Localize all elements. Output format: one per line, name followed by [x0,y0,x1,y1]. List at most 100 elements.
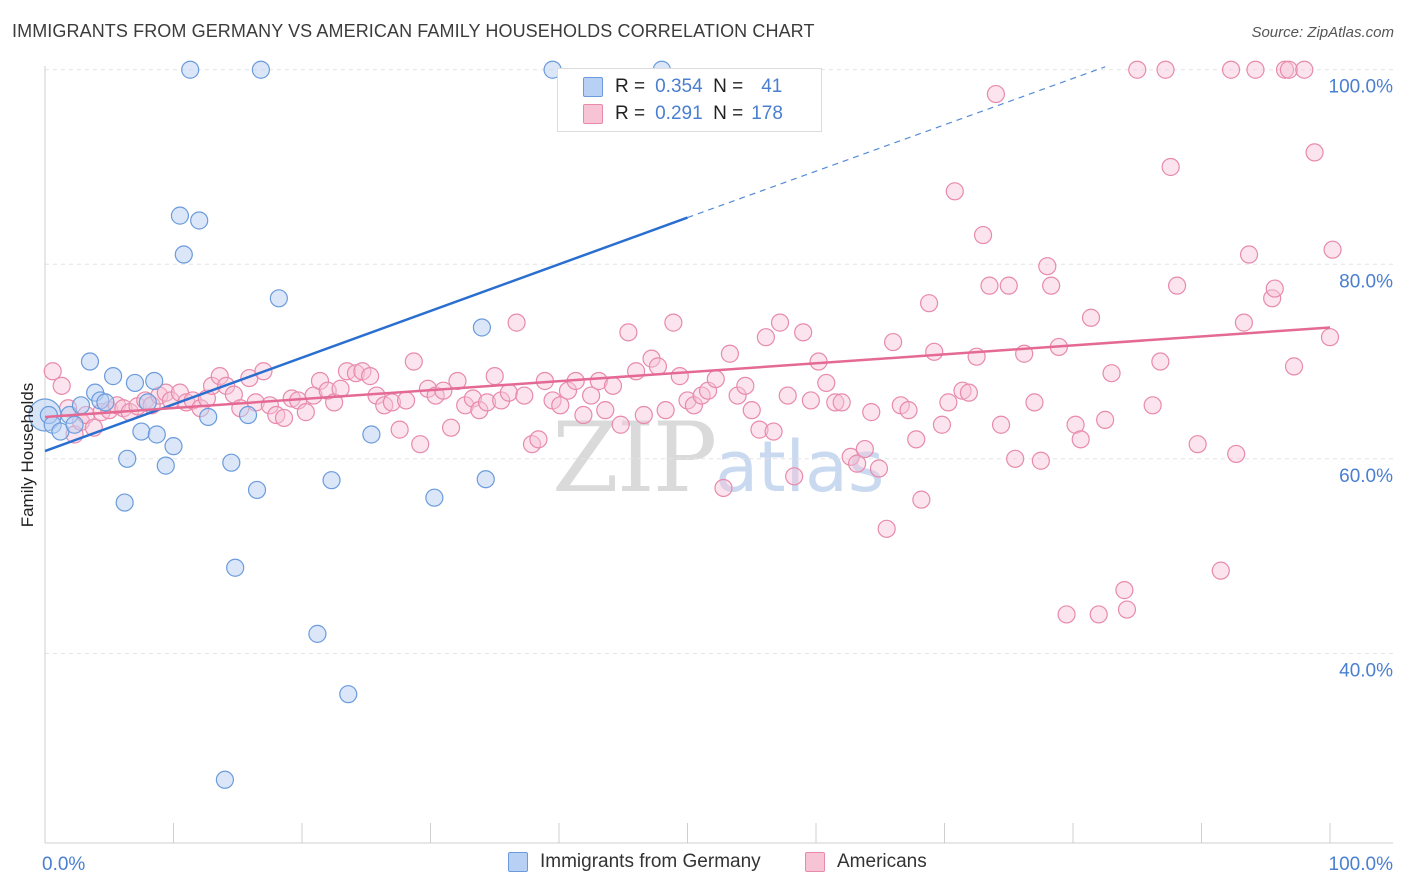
americans-point [1117,600,1137,619]
americans-point [656,401,675,420]
americans-point [1284,357,1304,376]
legend-r-label: R = [615,103,646,124]
americans-point [817,373,836,393]
americans-point [764,422,783,441]
americans-point [706,369,725,389]
x-tick-label-max: 100.0% [1329,854,1394,875]
americans-point [589,371,608,391]
bottom-legend-germany: Immigrants from Germany [508,851,761,873]
germany-point [96,393,115,412]
americans-point [1025,393,1044,412]
americans-point [611,415,630,434]
germany-point [181,60,200,79]
americans-point [515,386,534,405]
germany-point [164,437,183,456]
americans-point [499,383,518,402]
americans-point [728,386,747,405]
americans-point [1188,435,1207,454]
germany-point [145,371,164,391]
americans-point [411,435,430,454]
americans-point [337,362,357,381]
germany-point [118,449,137,468]
y-tick-label-40: 40.0% [1339,660,1393,681]
americans-point [826,393,845,412]
germany-points [28,60,671,789]
germany-point [132,422,151,441]
germany-point [190,211,209,230]
americans-point [855,439,874,459]
germany-point [251,60,270,79]
americans-point [750,420,769,439]
germany-point [339,685,358,704]
americans-point [1006,449,1025,468]
americans-point [634,405,653,425]
trend-lines [44,66,1331,453]
americans-trend-line [44,326,1331,419]
gridlines [45,69,1393,654]
americans-point [603,376,623,395]
germany-point [80,352,100,371]
legend-n-value-germany: 41 [761,76,783,97]
americans-point [404,352,423,371]
americans-point [274,408,294,428]
y-tick-label-60: 60.0% [1339,466,1393,487]
americans-point [331,379,350,398]
y-tick-label-80: 80.0% [1339,271,1393,292]
americans-point [477,393,497,412]
americans-points [43,60,1342,624]
germany-point [104,367,123,386]
americans-point [785,467,804,486]
bottom-legend-americans: Americans [805,851,927,873]
bottom-legend-swatch-americans [805,852,825,872]
bottom-legend-label-germany: Immigrants from Germany [540,851,761,872]
americans-point [1143,396,1162,415]
legend-row-germany: R = 0.354 N = 41 [558,74,782,100]
americans-point [470,401,489,420]
americans-point [456,396,475,415]
americans-point [848,454,867,473]
americans-point [907,430,926,449]
americans-point [832,393,851,412]
americans-point [43,362,62,381]
bottom-legend-label-americans: Americans [837,851,927,872]
americans-point [1279,60,1298,79]
americans-point [485,367,504,386]
legend-swatch-americans [583,104,603,124]
americans-point [912,490,931,509]
germany-trend-line [44,216,688,453]
americans-point [1102,364,1121,383]
americans-point [1042,276,1061,295]
americans-point [999,276,1018,295]
legend-n-label: N = [713,76,744,97]
americans-point [742,401,761,420]
germany-point [199,407,218,427]
axes [44,66,1393,844]
americans-point [1151,352,1170,371]
americans-point [492,391,511,410]
americans-point [945,182,964,201]
bottom-legend-swatch-germany [508,852,528,872]
americans-point [973,225,993,245]
americans-point [1167,276,1187,295]
americans-point [1265,279,1284,298]
germany-point [156,456,175,475]
germany-point [222,453,241,472]
americans-point [1096,410,1115,429]
correlation-legend: R = 0.354 N = 41 R = 0.291 N = 178 [557,68,822,132]
germany-point [472,318,491,337]
americans-point [1081,308,1101,327]
americans-point [52,376,71,395]
legend-swatch-germany [583,77,603,97]
americans-point [396,391,416,410]
germany-point [115,493,134,512]
americans-point [558,381,578,400]
americans-point [1234,313,1254,332]
germany-trend-extension [687,66,1106,219]
watermark-zip: ZIP [552,402,717,514]
americans-point [346,364,366,383]
watermark: ZIPatlas [552,402,884,514]
americans-point [1275,60,1295,79]
germany-point [71,396,91,415]
americans-point [596,401,615,420]
